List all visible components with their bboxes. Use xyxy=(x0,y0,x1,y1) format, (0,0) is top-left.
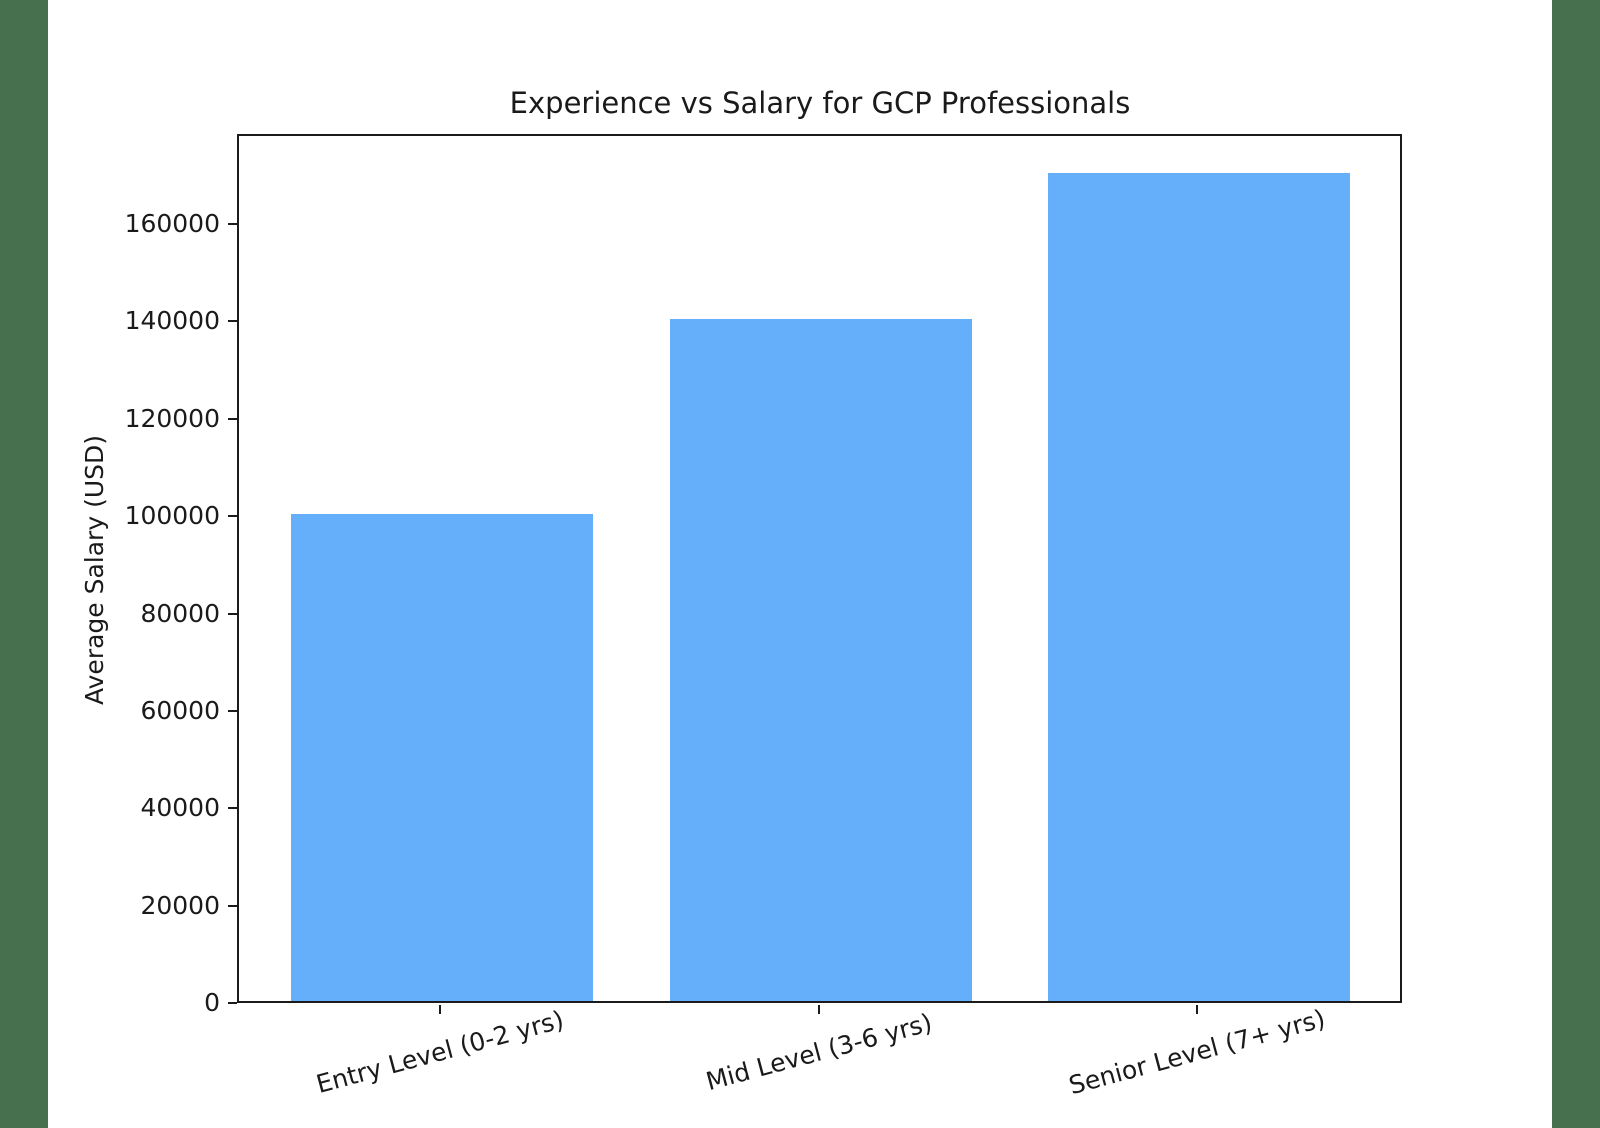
plot-area xyxy=(237,134,1402,1003)
x-tick-mark-2 xyxy=(1196,1005,1198,1014)
y-tick-label-6: 120000 xyxy=(124,403,220,433)
left-edge-strip xyxy=(0,0,48,1128)
y-tick-mark-4 xyxy=(228,612,237,615)
y-tick-label-2: 40000 xyxy=(140,793,220,823)
x-tick-label-1: Mid Level (3-6 yrs) xyxy=(702,1007,935,1097)
x-tick-mark-1 xyxy=(817,1005,820,1014)
bar-0 xyxy=(291,514,593,1001)
right-edge-strip xyxy=(1552,0,1600,1128)
y-tick-mark-5 xyxy=(228,515,237,518)
y-tick-label-7: 140000 xyxy=(124,306,220,336)
y-axis-label: Average Salary (USD) xyxy=(80,434,109,705)
y-tick-mark-7 xyxy=(228,320,237,323)
y-tick-label-3: 60000 xyxy=(140,695,220,725)
x-tick-label-2: Senior Level (7+ yrs) xyxy=(1065,1003,1329,1101)
bar-2 xyxy=(1048,173,1350,1001)
y-tick-mark-0 xyxy=(228,1002,237,1004)
y-tick-mark-1 xyxy=(228,904,237,907)
x-tick-mark-0 xyxy=(439,1005,441,1014)
bar-1 xyxy=(669,319,972,1001)
bar-chart-figure: Experience vs Salary for GCP Professiona… xyxy=(48,0,1552,1128)
x-tick-label-0: Entry Level (0-2 yrs) xyxy=(313,1005,567,1099)
y-tick-mark-3 xyxy=(228,709,237,712)
y-tick-label-4: 80000 xyxy=(140,598,220,628)
chart-title: Experience vs Salary for GCP Professiona… xyxy=(509,86,1131,120)
y-tick-label-5: 100000 xyxy=(124,501,220,531)
y-tick-mark-2 xyxy=(228,807,237,810)
y-tick-mark-6 xyxy=(228,417,237,420)
y-tick-mark-8 xyxy=(228,223,237,226)
y-tick-label-1: 20000 xyxy=(140,890,220,920)
y-tick-label-0: 0 xyxy=(204,988,220,1017)
y-tick-label-8: 160000 xyxy=(124,209,220,239)
